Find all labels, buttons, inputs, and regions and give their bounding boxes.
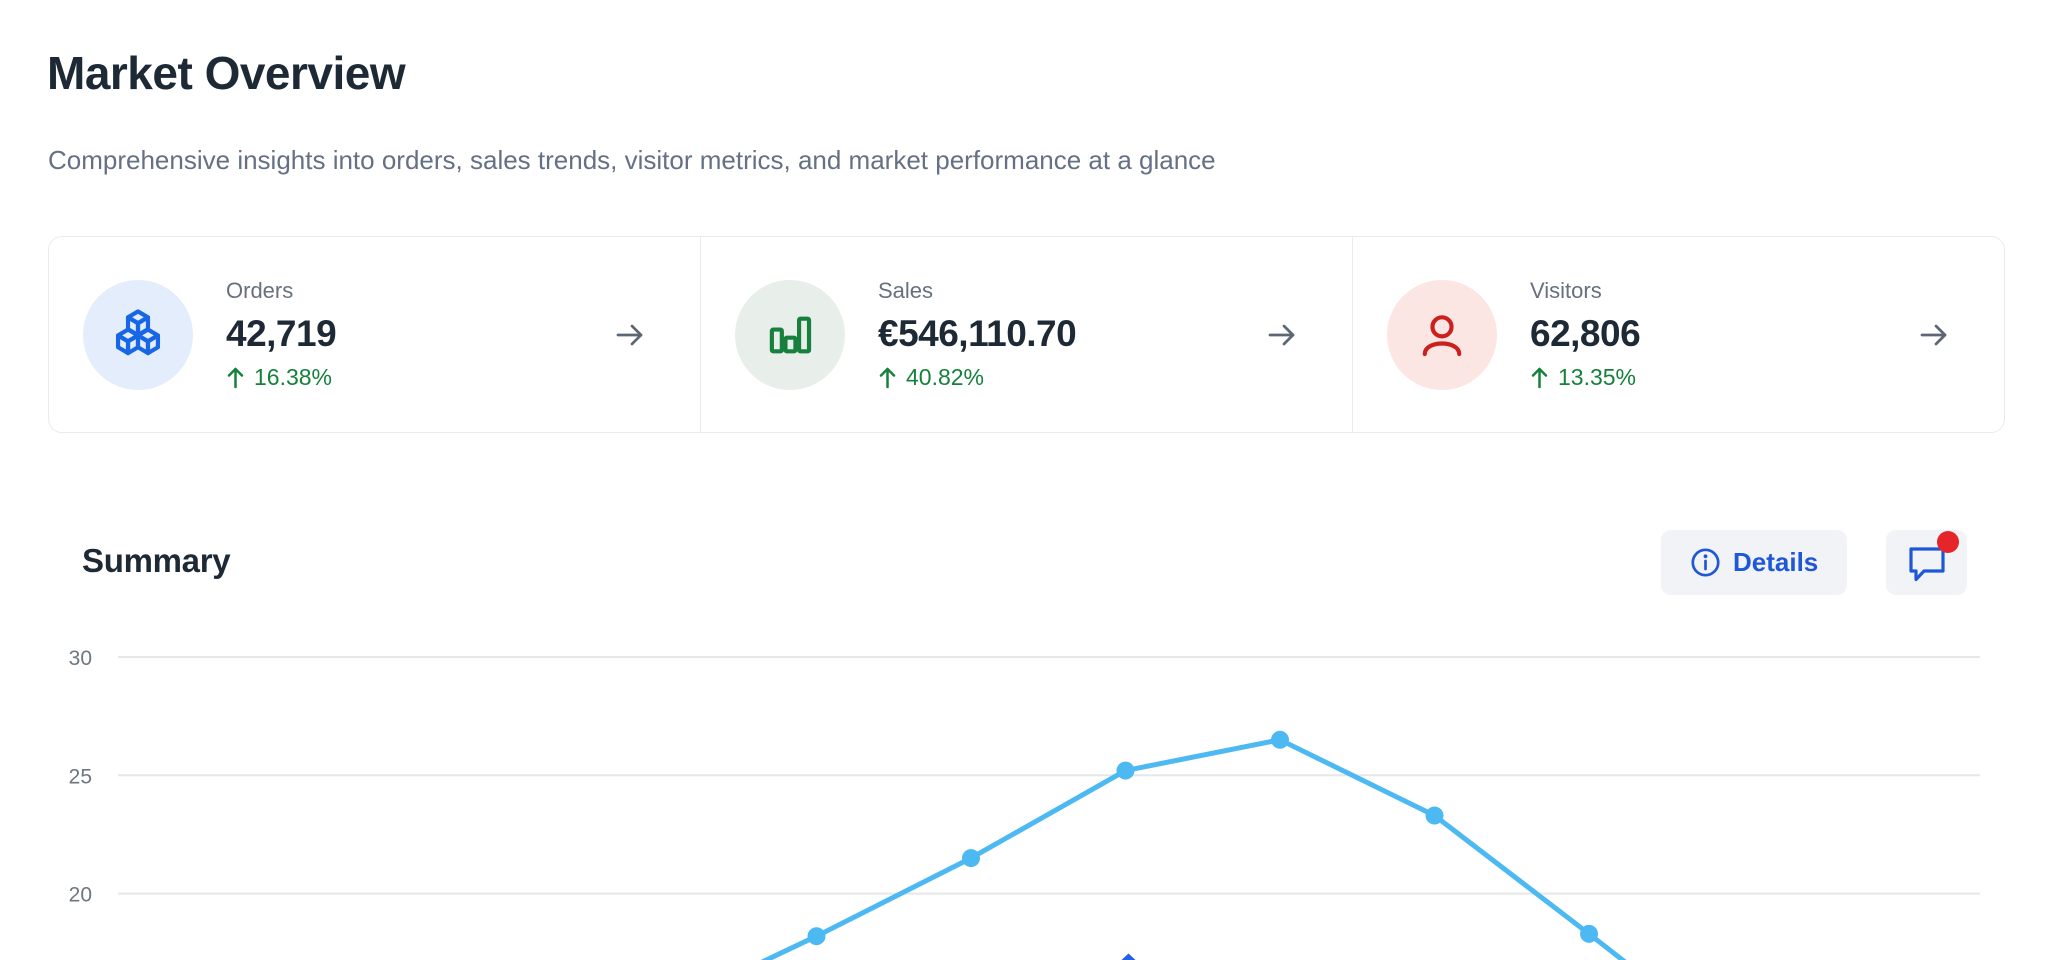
data-point-marker (807, 927, 826, 946)
orders-arrow-icon[interactable] (614, 322, 646, 348)
sales-stat-text: Sales €546,110.70 40.82% (878, 277, 1077, 392)
stats-card-row: Orders 42,719 16.38% (48, 236, 2005, 433)
y-axis-tick-label: 30 (69, 647, 92, 670)
page-title: Market Overview (47, 47, 406, 99)
stat-card-orders[interactable]: Orders 42,719 16.38% (49, 237, 700, 432)
visitors-arrow-icon[interactable] (1918, 322, 1950, 348)
summary-chart: 30 25 20 (0, 628, 2048, 960)
orders-value: 42,719 (226, 313, 337, 354)
sales-value: €546,110.70 (878, 313, 1077, 354)
cubes-icon (115, 308, 161, 355)
page-subtitle: Comprehensive insights into orders, sale… (48, 145, 1216, 175)
summary-line-chart: 30 25 20 (69, 647, 1980, 960)
details-button[interactable]: Details (1661, 530, 1848, 595)
details-button-label: Details (1733, 547, 1819, 577)
orders-icon-circle (83, 279, 193, 390)
visitors-value: 62,806 (1530, 313, 1641, 354)
orders-stat-text: Orders 42,719 16.38% (226, 277, 337, 392)
sales-icon-circle (735, 279, 845, 390)
up-arrow-icon (879, 367, 896, 389)
chat-icon (1908, 546, 1945, 581)
up-arrow-icon (1531, 367, 1548, 389)
orders-change: 16.38% (226, 362, 336, 392)
chat-button[interactable] (1886, 530, 1967, 595)
stat-card-sales[interactable]: Sales €546,110.70 40.82% (700, 237, 1352, 432)
sales-label: Sales (878, 278, 934, 303)
visitors-icon-circle (1387, 279, 1497, 390)
visitors-label: Visitors (1530, 278, 1602, 303)
up-arrow-icon (227, 367, 244, 389)
sales-change-value: 40.82% (906, 364, 985, 390)
notification-dot (1937, 531, 1959, 553)
stat-card-visitors[interactable]: Visitors 62,806 13.35% (1352, 237, 2004, 432)
data-point-marker (962, 849, 980, 868)
orders-label: Orders (226, 278, 294, 303)
user-icon (1422, 314, 1462, 356)
data-point-marker (1580, 924, 1598, 943)
data-point-marker (1116, 761, 1135, 780)
bar-chart-icon (769, 316, 812, 353)
visitors-stat-text: Visitors 62,806 13.35% (1530, 277, 1641, 392)
visitors-change: 13.35% (1530, 362, 1640, 392)
y-axis-tick-label: 25 (69, 765, 92, 788)
data-point-marker (1271, 730, 1289, 749)
annotation-arrow-icon (1121, 953, 1136, 960)
summary-heading: Summary (82, 542, 231, 579)
sales-arrow-icon[interactable] (1266, 322, 1298, 348)
y-axis-tick-label: 20 (69, 884, 92, 907)
sales-change: 40.82% (878, 362, 1076, 392)
trend-line (760, 737, 1627, 960)
orders-change-value: 16.38% (254, 364, 333, 390)
data-point-marker (1425, 806, 1444, 825)
visitors-change-value: 13.35% (1558, 364, 1637, 390)
info-icon (1691, 548, 1720, 577)
